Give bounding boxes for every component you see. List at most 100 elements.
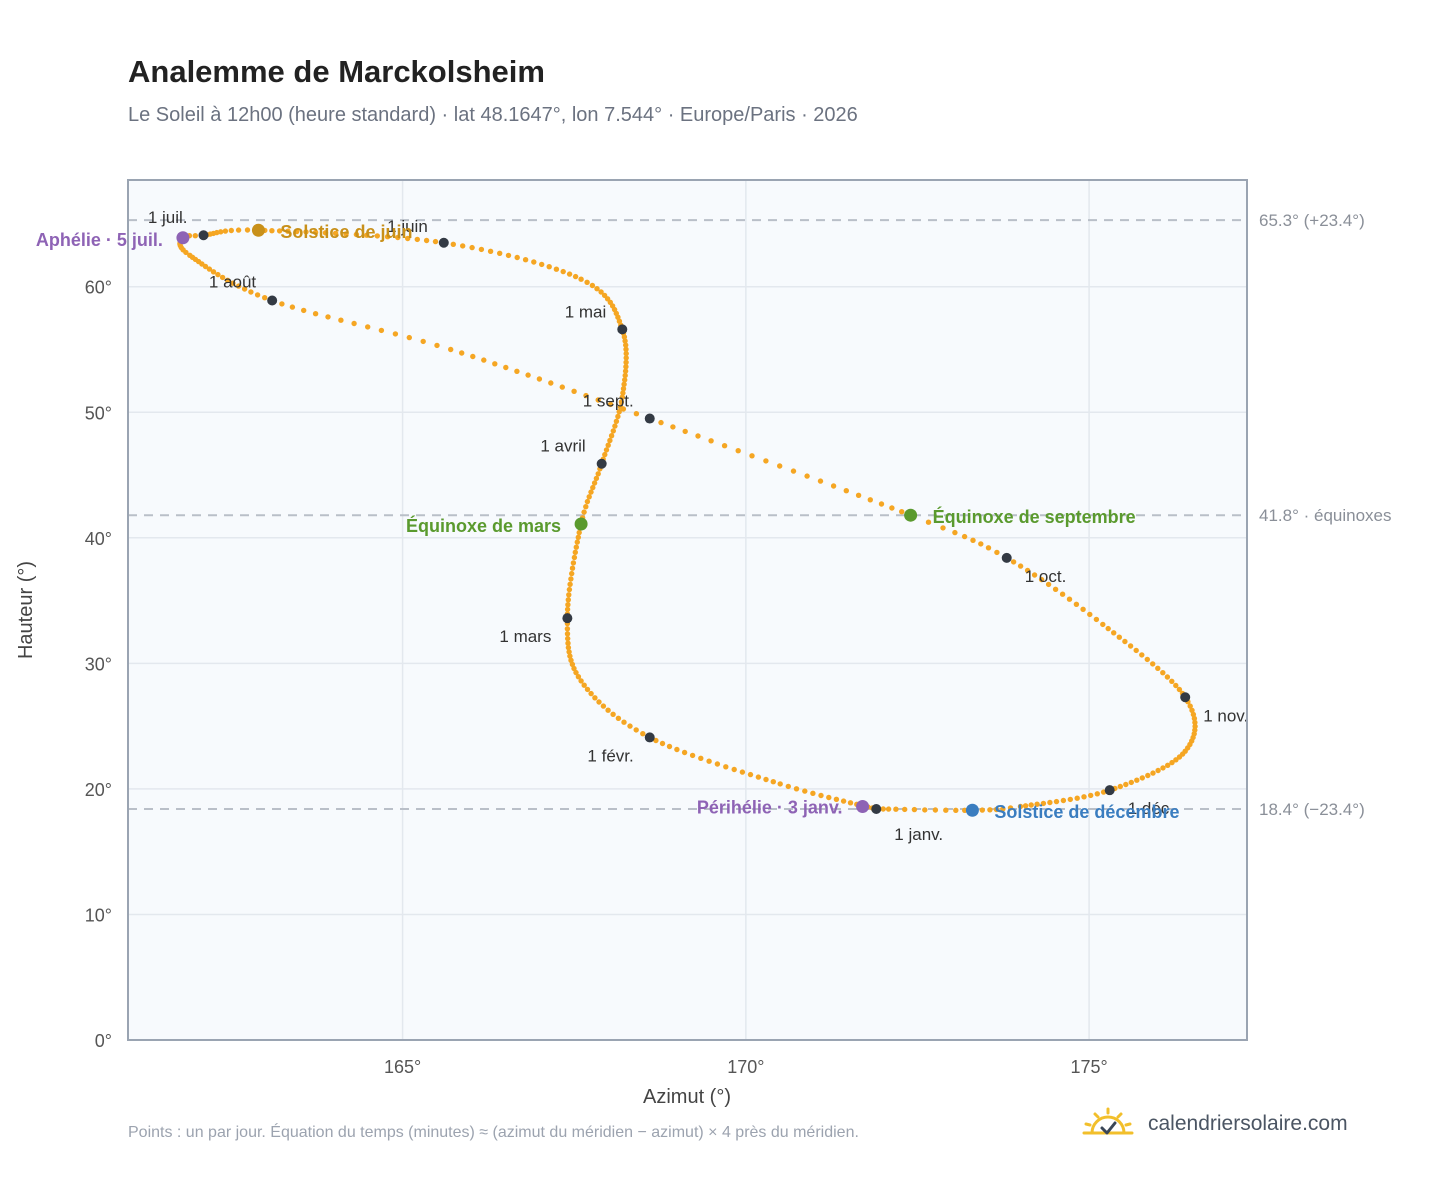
daily-sun-point — [1067, 796, 1074, 803]
daily-sun-point — [1053, 798, 1060, 805]
daily-sun-point — [790, 468, 797, 474]
daily-sun-point — [1022, 803, 1029, 809]
month-marker — [1001, 552, 1012, 563]
daily-sun-point — [254, 292, 261, 298]
daily-sun-point — [1127, 643, 1134, 649]
daily-sun-point — [1081, 794, 1087, 800]
daily-sun-point — [574, 539, 580, 545]
daily-sun-point — [979, 807, 985, 813]
analemma-path — [177, 227, 1198, 813]
daily-sun-point — [584, 498, 591, 505]
daily-sun-point — [202, 263, 209, 270]
daily-sun-point — [826, 794, 832, 801]
event-markers: Solstice de juin Solstice de décembre Équi… — [36, 222, 1180, 822]
daily-sun-point — [569, 661, 576, 668]
daily-sun-point — [1155, 665, 1161, 671]
daily-sun-point — [1134, 777, 1140, 783]
month-marker-label: 1 mars — [499, 627, 551, 646]
daily-sun-point — [448, 346, 454, 353]
month-marker-label: 1 avril — [540, 437, 585, 456]
daily-sun-point — [406, 334, 412, 341]
daily-sun-point — [235, 227, 242, 233]
month-marker-label: 1 mai — [565, 302, 607, 321]
daily-sun-point — [1093, 616, 1100, 623]
daily-sun-point — [618, 399, 625, 405]
daily-sun-point — [1111, 630, 1117, 636]
daily-sun-point — [1017, 563, 1024, 569]
daily-sun-point — [571, 554, 578, 561]
daily-sun-point — [566, 592, 572, 598]
month-marker — [1180, 692, 1191, 703]
daily-sun-point — [993, 806, 1000, 813]
brand-logo[interactable]: calendriersolaire.com — [1082, 1104, 1348, 1144]
daily-sun-point — [589, 282, 596, 289]
daily-sun-point — [602, 451, 608, 458]
daily-sun-point — [1088, 792, 1094, 799]
daily-sun-point — [553, 266, 560, 272]
daily-sun-point — [450, 241, 456, 247]
equinox-march-label: Équinoxe de mars — [406, 515, 561, 536]
aphelion-marker — [176, 231, 190, 245]
daily-sun-point — [1173, 682, 1179, 689]
chart-footnote: Points : un par jour. Équation du temps … — [128, 1124, 859, 1141]
daily-sun-point — [514, 368, 520, 374]
daily-sun-point — [640, 731, 646, 737]
daily-sun-point — [536, 376, 543, 382]
daily-sun-point — [1169, 759, 1175, 766]
daily-sun-point — [607, 437, 613, 444]
daily-sun-point — [615, 715, 622, 721]
daily-sun-point — [565, 597, 571, 603]
daily-sun-point — [215, 271, 221, 278]
daily-sun-point — [601, 292, 608, 299]
perihelion-label: Périhélie · 3 janv. — [697, 797, 843, 817]
perihelion-marker — [856, 799, 870, 813]
daily-sun-point — [610, 711, 616, 717]
equinox-september-label: Équinoxe de septembre — [933, 506, 1136, 527]
daily-sun-point — [487, 248, 494, 254]
daily-sun-point — [1074, 795, 1080, 801]
daily-sun-point — [603, 447, 610, 453]
daily-sun-point — [560, 268, 566, 275]
daily-sun-point — [460, 243, 466, 249]
daily-sun-point — [621, 719, 627, 725]
daily-sun-point — [620, 406, 627, 412]
daily-sun-point — [392, 331, 399, 337]
month-marker — [198, 230, 209, 241]
daily-sun-point — [564, 626, 571, 632]
daily-sun-point — [633, 727, 639, 733]
daily-sun-point — [531, 259, 537, 265]
daily-sun-point — [1133, 647, 1139, 654]
daily-sun-point — [994, 549, 1000, 556]
daily-sun-point — [735, 448, 741, 454]
daily-sun-point — [420, 338, 426, 345]
daily-sun-point — [1034, 801, 1040, 807]
daily-sun-point — [623, 342, 629, 348]
daily-sun-point — [867, 497, 873, 503]
daily-sun-point — [575, 674, 582, 680]
daily-sun-point — [600, 703, 607, 709]
daily-sun-point — [1073, 601, 1080, 607]
daily-sun-point — [578, 678, 584, 684]
daily-sun-point — [621, 381, 627, 387]
daily-sun-point — [698, 755, 704, 761]
daily-sun-point — [312, 229, 319, 236]
month-marker — [871, 803, 882, 814]
daily-sun-point — [682, 428, 688, 435]
y-axis-title: Hauteur (°) — [15, 561, 37, 659]
daily-sun-point — [615, 413, 621, 420]
daily-sun-point — [593, 475, 600, 482]
month-marker — [644, 413, 655, 424]
daily-sun-point — [423, 237, 430, 244]
daily-sun-point — [343, 231, 349, 237]
daily-sun-point — [583, 392, 589, 399]
daily-sun-point — [578, 276, 584, 282]
daily-sun-point — [594, 286, 600, 292]
daily-sun-point — [922, 807, 928, 813]
month-marker-label: 1 sept. — [583, 392, 634, 411]
daily-sun-point — [622, 338, 628, 344]
daily-sun-point — [940, 525, 946, 531]
daily-sun-point — [325, 314, 331, 320]
daily-sun-point — [1176, 686, 1183, 693]
daily-sun-point — [564, 606, 571, 613]
daily-sun-point — [470, 353, 476, 360]
